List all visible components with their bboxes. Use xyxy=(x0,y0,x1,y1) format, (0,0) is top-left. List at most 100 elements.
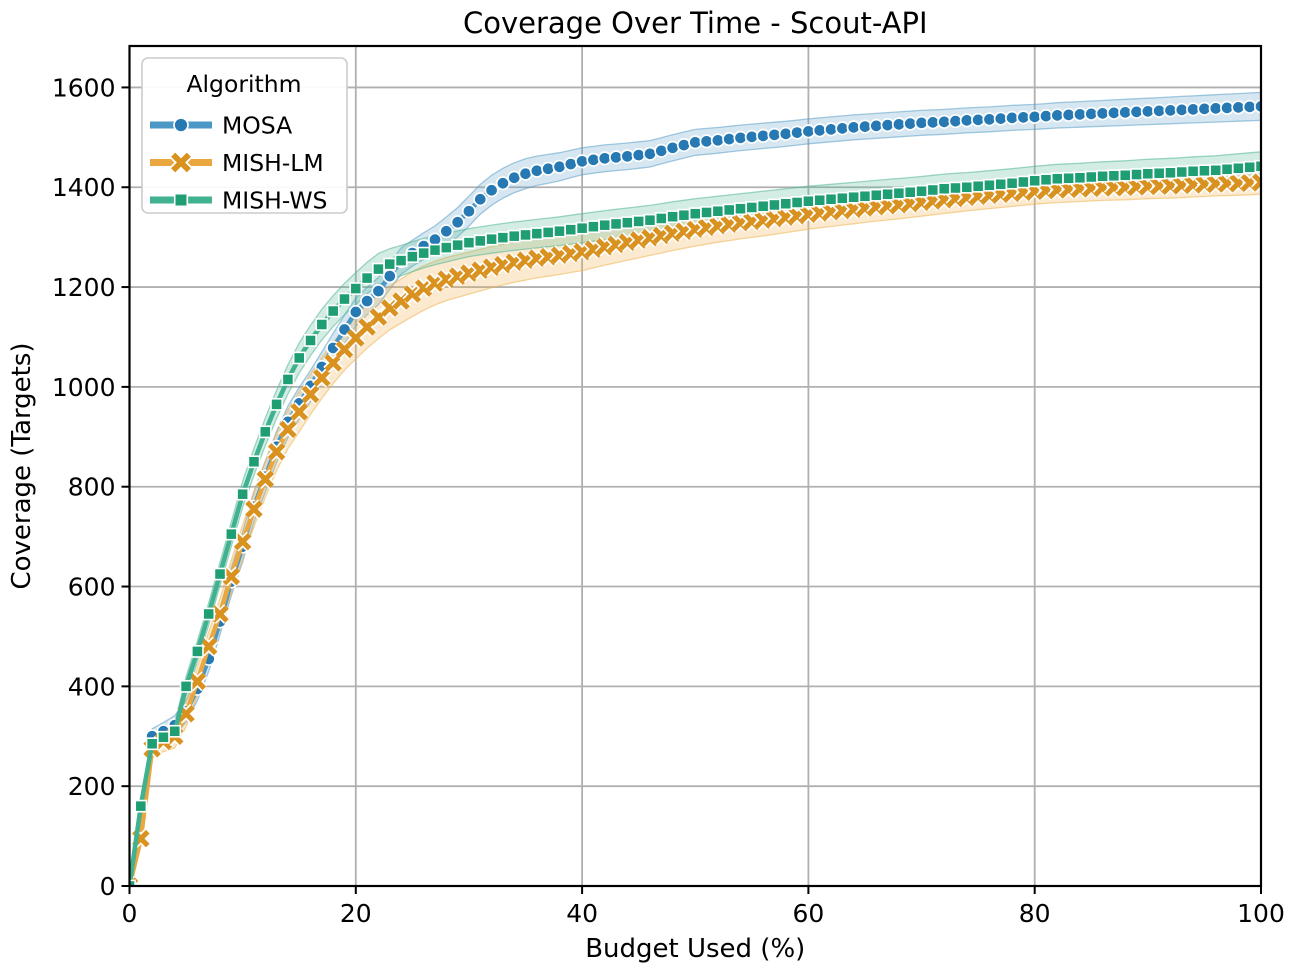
legend-box xyxy=(141,57,348,214)
y-tick-label: 0 xyxy=(100,872,116,901)
tick-marks xyxy=(121,86,1262,894)
square-marker xyxy=(1062,171,1076,185)
square-marker xyxy=(1231,161,1245,175)
square-marker xyxy=(315,318,329,331)
square-marker xyxy=(473,234,487,248)
square-marker xyxy=(643,213,657,227)
square-marker xyxy=(654,212,668,225)
circle-marker xyxy=(518,166,533,181)
x-marker xyxy=(222,567,241,586)
square-marker xyxy=(553,224,566,238)
circle-marker xyxy=(1253,99,1261,114)
x-marker xyxy=(245,500,263,518)
square-marker xyxy=(304,334,317,347)
circle-marker xyxy=(348,304,363,320)
circle-legend-marker xyxy=(173,117,189,133)
legend-entry-label: MISH-WS xyxy=(222,187,327,215)
square-marker xyxy=(1017,175,1030,189)
x-marker xyxy=(324,354,342,372)
x-marker xyxy=(188,672,207,691)
square-marker xyxy=(779,197,793,211)
legend-title: Algorithm xyxy=(186,70,301,98)
square-marker xyxy=(666,210,679,224)
square-marker xyxy=(1186,164,1200,178)
square-marker xyxy=(1130,168,1143,181)
square-marker xyxy=(157,730,170,744)
square-marker xyxy=(179,679,193,693)
x-axis-label: Budget Used (%) xyxy=(585,934,805,964)
square-marker xyxy=(191,645,204,658)
y-tick-label: 1000 xyxy=(52,373,116,402)
x-marker xyxy=(290,403,308,421)
square-marker xyxy=(202,607,216,621)
square-marker xyxy=(790,196,804,209)
circle-marker xyxy=(722,132,737,147)
circle-marker xyxy=(642,146,658,161)
square-marker xyxy=(383,257,397,271)
square-marker xyxy=(326,304,340,318)
circle-marker xyxy=(575,154,590,169)
square-marker xyxy=(428,243,442,257)
square-marker xyxy=(722,203,736,217)
square-marker xyxy=(926,183,940,197)
circle-marker xyxy=(665,140,680,155)
gridlines xyxy=(128,46,1262,887)
y-tick-label: 800 xyxy=(68,473,116,502)
square-marker xyxy=(858,189,872,203)
circle-marker xyxy=(710,133,725,148)
circle-marker xyxy=(654,143,669,158)
y-tick-label: 400 xyxy=(68,672,116,701)
square-marker xyxy=(349,282,363,295)
square-marker xyxy=(213,567,227,581)
x-marker xyxy=(313,369,331,387)
square-marker xyxy=(711,204,725,218)
circle-marker xyxy=(541,161,556,176)
square-marker xyxy=(1073,171,1087,185)
axes-spines xyxy=(128,44,1263,888)
band-edge-upper-MOSA xyxy=(129,91,1261,885)
square-marker xyxy=(439,241,453,255)
square-marker xyxy=(360,271,374,285)
legend-entry-MOSA: MOSA xyxy=(150,112,292,140)
square-marker xyxy=(892,186,906,200)
square-marker xyxy=(1175,165,1189,179)
circle-marker xyxy=(473,192,488,207)
square-marker xyxy=(247,455,261,469)
series-markers-MISH-WS xyxy=(129,159,1261,886)
square-marker xyxy=(462,236,476,250)
square-marker xyxy=(971,179,985,193)
x-tick-label: 20 xyxy=(340,899,372,928)
x-tick-label: 80 xyxy=(1019,899,1051,928)
x-tick-label: 0 xyxy=(122,899,138,928)
square-marker xyxy=(1084,170,1098,184)
circle-marker xyxy=(631,148,646,163)
x-marker xyxy=(414,279,433,297)
square-marker xyxy=(1220,162,1234,176)
x-legend-marker xyxy=(171,152,191,173)
x-marker xyxy=(279,420,297,439)
circle-marker xyxy=(484,183,499,198)
x-tick-label: 40 xyxy=(566,899,598,928)
square-marker xyxy=(632,215,646,228)
square-marker xyxy=(1107,169,1121,183)
y-tick-label: 1200 xyxy=(52,273,116,302)
x-marker xyxy=(1252,173,1261,191)
square-marker xyxy=(1028,174,1042,188)
square-marker xyxy=(292,351,306,365)
square-marker xyxy=(236,487,250,501)
square-marker xyxy=(417,246,431,260)
square-marker xyxy=(756,199,770,213)
square-marker xyxy=(224,527,238,541)
square-marker xyxy=(372,262,385,276)
square-marker xyxy=(677,208,691,222)
square-marker xyxy=(869,188,883,202)
circle-marker xyxy=(676,138,691,153)
square-marker xyxy=(1198,164,1211,178)
circle-marker xyxy=(360,293,375,309)
y-tick-label: 600 xyxy=(68,573,116,602)
x-marker xyxy=(199,637,218,656)
x-tick-label: 60 xyxy=(792,899,824,928)
circle-marker xyxy=(439,224,454,239)
circle-marker xyxy=(552,159,567,174)
